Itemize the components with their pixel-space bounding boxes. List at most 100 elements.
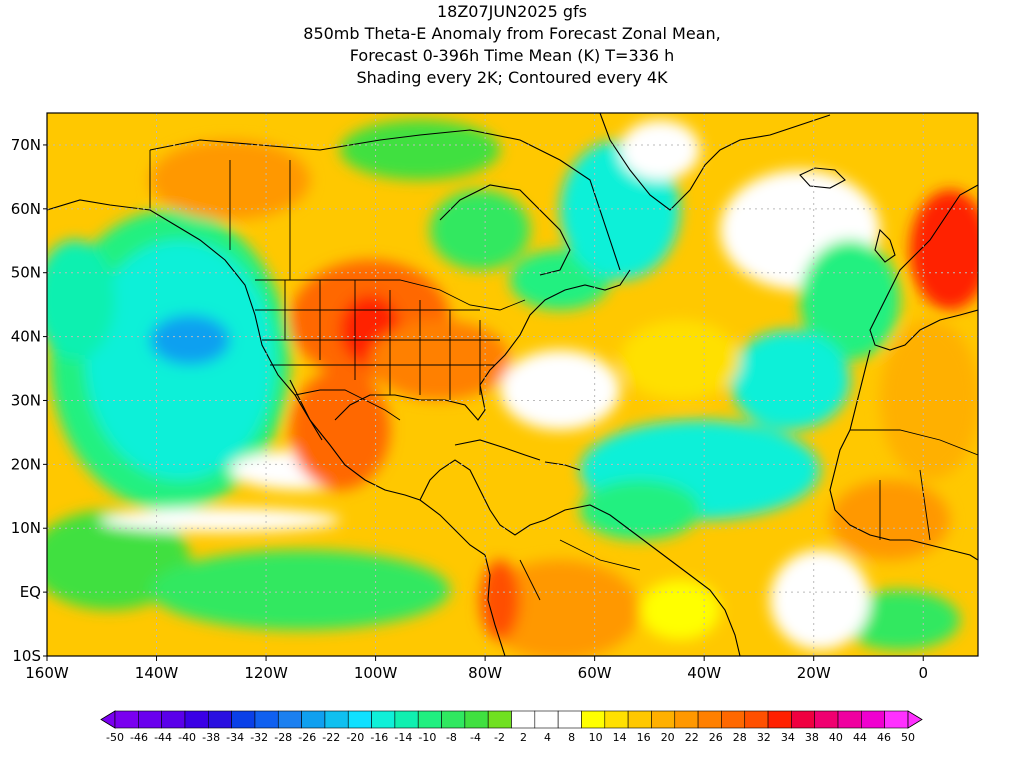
- colorbar-swatch: [511, 710, 536, 729]
- lat-tick-label: EQ: [20, 583, 41, 601]
- lon-tick-label: 120W: [244, 664, 288, 682]
- lat-tick-label: 50N: [11, 264, 41, 282]
- colorbar-label: 32: [757, 731, 771, 744]
- colorbar-label: 34: [781, 731, 795, 744]
- colorbar-label: 8: [568, 731, 575, 744]
- colorbar-label: -14: [394, 731, 412, 744]
- lon-tick-label: 40W: [687, 664, 721, 682]
- colorbar-swatch: [581, 710, 606, 729]
- lat-tick-label: 40N: [11, 328, 41, 346]
- colorbar-swatch: [604, 710, 629, 729]
- colorbar-swatch: [324, 710, 349, 729]
- colorbar-label: 2: [520, 731, 527, 744]
- colorbar-swatch: [138, 710, 162, 729]
- colorbar-label: -26: [298, 731, 316, 744]
- colorbar-label: -46: [130, 731, 148, 744]
- colorbar-label: 14: [613, 731, 627, 744]
- africa-borders: [850, 429, 978, 541]
- title-line-3: Forecast 0-396h Time Mean (K) T=336 h: [349, 46, 675, 65]
- colorbar-label: -22: [322, 731, 340, 744]
- colorbar-label: -40: [178, 731, 196, 744]
- colorbar-swatch: [114, 710, 139, 729]
- baja-coast: [289, 379, 323, 441]
- colorbar: -50 -46 -44 -40 -38 -34 -32 -28 -26 -22 -20 -16 -14-…: [100, 710, 923, 744]
- colorbar-label: -10: [418, 731, 436, 744]
- colorbar-label: 46: [877, 731, 891, 744]
- colorbar-swatch: [371, 710, 396, 729]
- us-canada-border: [255, 279, 526, 311]
- lat-tick-label: 60N: [11, 200, 41, 218]
- colorbar-label: 38: [805, 731, 819, 744]
- colorbar-label: 44: [853, 731, 867, 744]
- political-borders: [149, 150, 978, 601]
- map-title: 18Z07JUN2025 gfs 850mb Theta-E Anomaly f…: [0, 0, 1024, 89]
- lon-tick-label: 160W: [25, 664, 69, 682]
- colorbar-label: 16: [637, 731, 651, 744]
- colorbar-swatch: [207, 710, 232, 729]
- europe-coast: [869, 184, 978, 351]
- title-line-4: Shading every 2K; Contoured every 4K: [356, 68, 668, 87]
- sa-west-coast: [484, 554, 506, 656]
- colorbar-swatch: [697, 710, 722, 729]
- us-mexico-border: [294, 389, 401, 421]
- lon-tick-label: 80W: [468, 664, 502, 682]
- title-line-1: 18Z07JUN2025 gfs: [436, 2, 587, 21]
- colorbar-swatch: [394, 710, 419, 729]
- colorbar-label: -38: [202, 731, 220, 744]
- colorbar-swatch: [721, 710, 746, 729]
- colorbar-swatch: [487, 710, 512, 729]
- colorbar-swatch: [347, 710, 372, 729]
- colorbar-label: -8: [446, 731, 457, 744]
- hispaniola-coast: [544, 461, 581, 471]
- lat-tick-label: 10N: [11, 519, 41, 537]
- colorbar-swatch: [254, 710, 279, 729]
- colorbar-swatch: [837, 710, 862, 729]
- colorbar-label: 40: [829, 731, 843, 744]
- colorbar-swatch: [417, 710, 442, 729]
- lon-tick-label: 60W: [578, 664, 612, 682]
- colorbar-swatch: [767, 710, 792, 729]
- colorbar-swatch: [861, 710, 885, 729]
- colorbar-right-arrow: [907, 710, 923, 729]
- colorbar-label: -16: [370, 731, 388, 744]
- lon-tick-label: 140W: [135, 664, 179, 682]
- title-line-2: 850mb Theta-E Anomaly from Forecast Zona…: [303, 24, 721, 43]
- colorbar-label: 4: [544, 731, 551, 744]
- lon-tick-label: 0: [918, 664, 928, 682]
- colorbar-swatch: [814, 710, 839, 729]
- colorbar-label: -28: [274, 731, 292, 744]
- colorbar-label: 26: [709, 731, 723, 744]
- colorbar-label: -44: [154, 731, 172, 744]
- colorbar-swatch: [884, 710, 909, 729]
- iceland-coast: [799, 167, 846, 189]
- lat-tick-label: 10S: [12, 647, 41, 665]
- colorbar-label: 10: [589, 731, 603, 744]
- lon-tick-label: 20W: [797, 664, 831, 682]
- colorbar-label: 28: [733, 731, 747, 744]
- cuba-coast: [454, 439, 541, 461]
- colorbar-swatch: [791, 710, 816, 729]
- central-america: [419, 459, 741, 656]
- colorbar-label: 20: [661, 731, 675, 744]
- lat-axis: 70N 60N 50N 40N 30N 20N 10N EQ 10S: [11, 136, 47, 665]
- colorbar-swatch: [184, 710, 209, 729]
- lat-tick-label: 20N: [11, 455, 41, 473]
- colorbar-left-arrow: [100, 710, 116, 729]
- sa-borders: [519, 539, 641, 601]
- colorbar-swatch: [441, 710, 466, 729]
- lon-tick-label: 100W: [354, 664, 398, 682]
- africa-west-coast: [829, 349, 978, 561]
- colorbar-swatch: [744, 710, 769, 729]
- colorbar-swatch: [534, 710, 559, 729]
- colorbar-label: -34: [226, 731, 244, 744]
- colorbar-swatch: [301, 710, 326, 729]
- colorbar-swatch: [277, 710, 302, 729]
- colorbar-label: -20: [346, 731, 364, 744]
- grid-lines: [47, 113, 978, 656]
- state-line-2: [255, 309, 500, 366]
- colorbar-label: 22: [685, 731, 699, 744]
- colorbar-swatch: [651, 710, 676, 729]
- lat-tick-label: 30N: [11, 391, 41, 409]
- colorbar-label: -32: [250, 731, 268, 744]
